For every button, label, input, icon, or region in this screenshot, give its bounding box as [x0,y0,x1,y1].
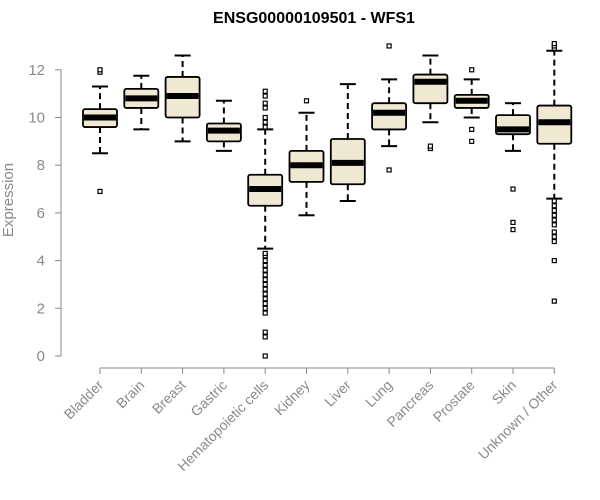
outlier-point [510,226,516,233]
outlier-point [262,250,268,257]
outlier-point [262,114,268,121]
outlier-point [551,234,557,240]
y-tick-label: 6 [37,205,45,222]
outlier-point [262,329,268,335]
outlier-point [262,281,268,288]
box-2 [123,74,160,131]
outlier-point [262,334,268,340]
outlier-point [97,67,103,73]
x-tick-label: Brain [113,377,147,411]
x-tick-label: Skin [489,377,520,408]
y-axis: 0 2 4 6 8 10 12 [28,62,62,365]
x-tick-label: Liver [321,377,354,410]
y-tick-label: 4 [37,253,45,270]
outlier-point [262,258,268,264]
outlier-point [551,258,557,264]
outlier-point [262,353,268,359]
outlier-point [386,167,392,173]
outlier-point [262,100,268,106]
box-9 [412,54,449,152]
outlier-point [551,207,557,214]
outlier-point [97,188,103,195]
box-6 [288,98,325,217]
outlier-point [262,286,268,292]
box-11 [495,102,531,233]
outlier-point [551,198,557,204]
y-tick-label: 0 [37,348,45,365]
box-5 [247,88,284,359]
outlier-point [427,143,433,149]
box-7 [329,83,366,202]
x-tick-label: Kidney [271,377,313,419]
outlier-point [262,124,268,130]
y-tick-label: 12 [28,62,45,79]
box-12 [536,40,573,304]
outlier-point [262,310,268,316]
outlier-point [551,203,557,209]
y-tick-label: 10 [28,110,45,127]
box-3 [164,54,201,143]
outlier-point [303,98,310,104]
y-axis-label: Expression [0,163,17,237]
outlier-point [262,272,268,278]
outlier-point [386,43,392,49]
box-10 [453,67,490,144]
outlier-point [510,219,516,226]
outlier-point [262,93,268,99]
box-1 [82,67,118,195]
outlier-point [469,138,475,144]
y-tick-label: 2 [37,300,45,317]
box-8 [371,43,408,173]
x-tick-label: Lung [362,377,395,410]
outlier-point [469,67,475,73]
outlier-point [551,212,557,218]
outlier-point [551,298,557,304]
outlier-point [262,262,268,268]
x-tick-label: Bladder [61,377,107,423]
y-tick-label: 8 [37,157,45,174]
chart-title: ENSG00000109501 - WFS1 [213,10,415,27]
iqr-box [371,102,408,131]
outlier-point [262,296,268,302]
outlier-point [510,186,516,192]
boxes-group [82,40,573,359]
outlier-point [262,105,268,111]
outlier-point [262,305,268,311]
outlier-point [551,229,557,235]
outlier-point [262,267,268,273]
x-tick-label: Prostate [430,377,478,425]
outlier-point [469,126,475,133]
outlier-point [262,119,268,125]
outlier-point [262,88,268,94]
box-4 [205,99,242,152]
outlier-point [551,217,557,223]
outlier-point [551,40,557,47]
outlier-point [262,300,268,307]
outlier-point [551,238,557,245]
x-tick-label: Breast [149,377,189,417]
outlier-point [262,291,268,297]
outlier-point [551,222,557,228]
outlier-point [262,277,268,283]
